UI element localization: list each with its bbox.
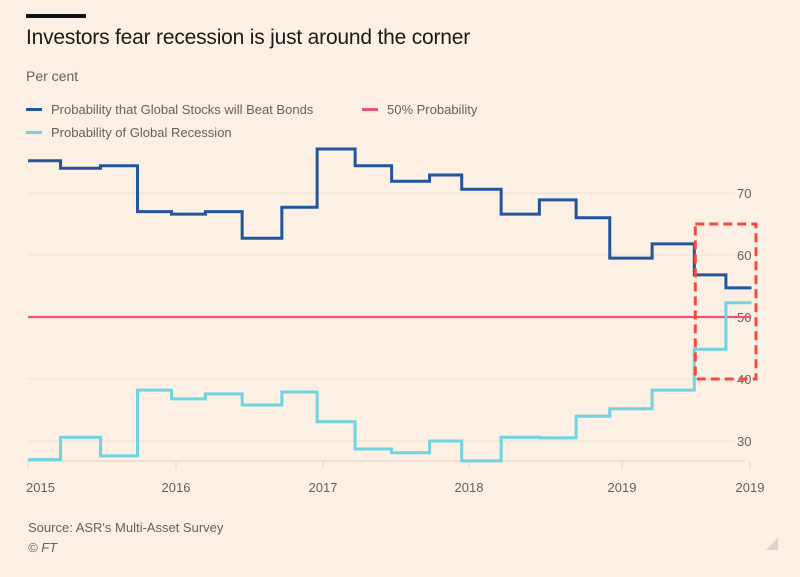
x-tick-label: 2016 bbox=[162, 480, 191, 495]
x-axis: 2015 2016 2017 2018 2019 2019 bbox=[26, 460, 765, 495]
series-line-recession bbox=[28, 301, 752, 463]
x-tick-label: 2017 bbox=[309, 480, 338, 495]
legend-swatch-stocks bbox=[26, 108, 42, 111]
legend-swatch-fifty bbox=[362, 108, 378, 111]
chart-subtitle: Per cent bbox=[26, 68, 79, 84]
legend-label-recession: Probability of Global Recession bbox=[51, 125, 232, 140]
y-tick-label: 60 bbox=[737, 248, 751, 263]
legend-label-stocks: Probability that Global Stocks will Beat… bbox=[51, 102, 314, 117]
y-tick-label: 30 bbox=[737, 434, 751, 449]
series-group bbox=[28, 147, 752, 463]
copyright-note: © FT bbox=[28, 540, 58, 555]
x-tick-label: 2015 bbox=[26, 480, 55, 495]
chart-title: Investors fear recession is just around … bbox=[26, 26, 471, 49]
highlight-box bbox=[693, 222, 758, 381]
x-tick-label: 2018 bbox=[455, 480, 484, 495]
legend-item-stocks: Probability that Global Stocks will Beat… bbox=[26, 102, 313, 117]
series-line-stocks bbox=[28, 147, 752, 290]
x-tick-label: 2019 bbox=[736, 480, 765, 495]
legend-label-fifty: 50% Probability bbox=[387, 102, 478, 117]
legend-swatch-recession bbox=[26, 131, 42, 134]
annotation-group bbox=[693, 222, 758, 381]
resize-grip-icon[interactable] bbox=[766, 538, 778, 550]
brand-bar bbox=[26, 14, 86, 18]
legend-item-recession: Probability of Global Recession bbox=[26, 125, 232, 140]
y-tick-label: 70 bbox=[737, 186, 751, 201]
x-tick-label: 2019 bbox=[608, 480, 637, 495]
source-note: Source: ASR's Multi-Asset Survey bbox=[28, 520, 224, 535]
legend-item-fifty: 50% Probability bbox=[362, 102, 477, 117]
